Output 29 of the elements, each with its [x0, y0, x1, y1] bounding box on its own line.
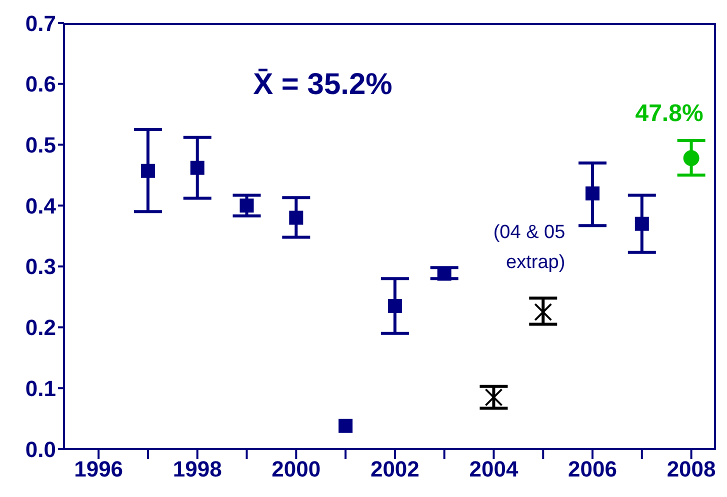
y-tick-label: 0.5 — [25, 132, 56, 158]
x-tick-label: 1998 — [172, 456, 222, 482]
x-tick-label: 2002 — [370, 456, 420, 482]
point — [683, 150, 700, 166]
y-tick-label: 0.2 — [25, 315, 56, 340]
y-tick-label: 0.3 — [25, 254, 56, 280]
point — [289, 210, 304, 225]
y-tick-label: 0.4 — [25, 193, 57, 218]
point — [634, 216, 649, 231]
point — [140, 164, 155, 178]
x-tick-label: 2006 — [568, 456, 617, 482]
point — [484, 388, 503, 406]
point — [190, 160, 204, 175]
point — [240, 198, 254, 213]
point — [338, 418, 353, 433]
y-tick-label: 0.7 — [25, 10, 56, 36]
point — [534, 303, 552, 322]
y-tick-label: 0.0 — [25, 436, 56, 462]
x-tick-label: 2004 — [469, 456, 519, 482]
y-tick-label: 0.1 — [25, 376, 56, 401]
point — [388, 298, 402, 313]
annotation: X̄ = 35.2% — [253, 68, 392, 102]
x-tick-label: 1996 — [74, 456, 124, 482]
point — [586, 186, 600, 200]
data-label: 47.8% — [634, 100, 704, 128]
x-tick-label: 2008 — [666, 456, 716, 482]
x-tick-label: 2000 — [272, 456, 321, 482]
annotation: (04 & 05 extrap) — [492, 221, 566, 275]
y-tick-label: 0.6 — [25, 72, 56, 97]
